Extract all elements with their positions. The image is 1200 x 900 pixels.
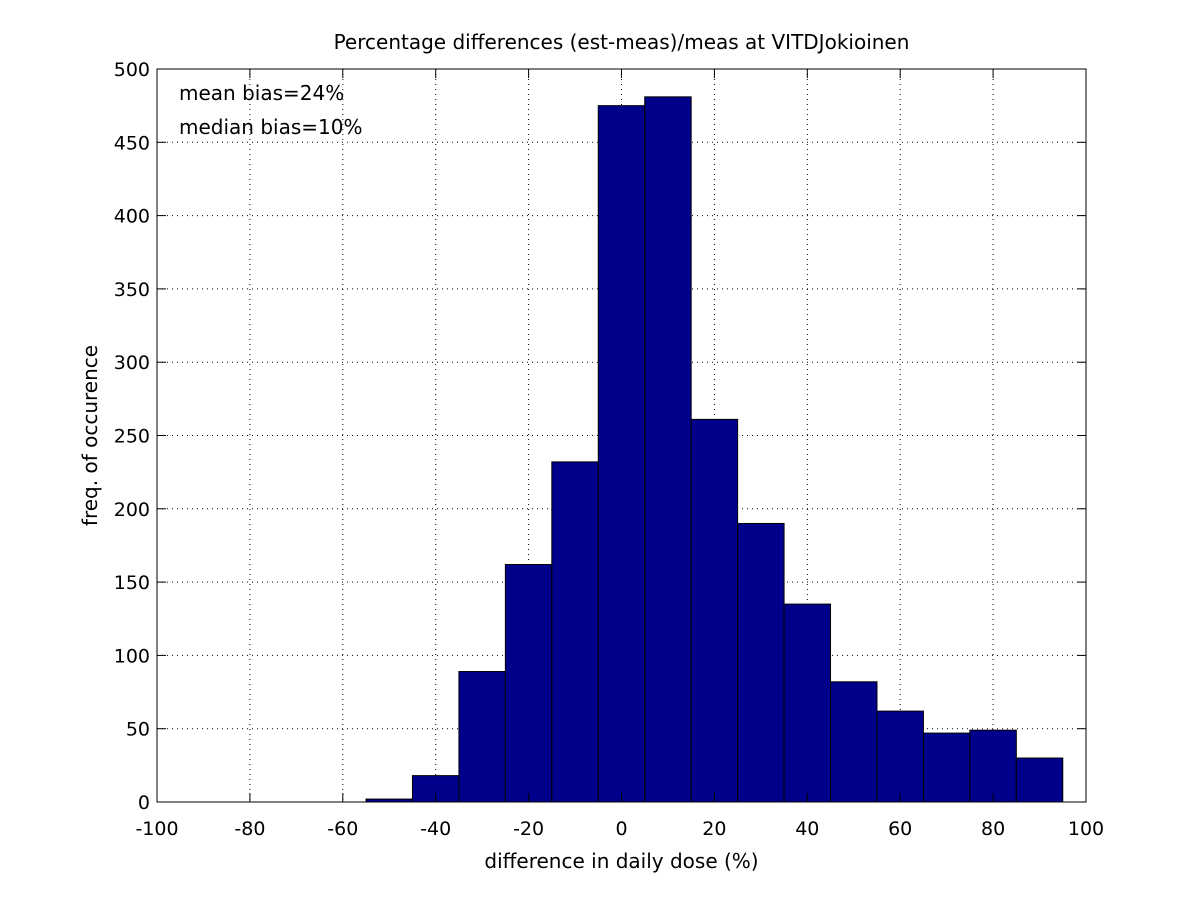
mean-bias-annotation: mean bias=24% <box>179 81 344 105</box>
bars <box>365 96 1064 803</box>
x-tick-label: 100 <box>1068 818 1104 840</box>
histogram-bar <box>922 732 971 803</box>
y-tick-label: 300 <box>114 352 150 374</box>
x-tick-label: 40 <box>795 818 819 840</box>
x-tick-label: -60 <box>327 818 358 840</box>
x-tick-label: 20 <box>702 818 726 840</box>
histogram-bar <box>969 729 1017 803</box>
x-tick-label: 0 <box>615 818 627 840</box>
x-tick-label: 60 <box>888 818 912 840</box>
y-tick-label: 450 <box>114 132 150 154</box>
y-tick-label: 200 <box>114 499 150 521</box>
histogram-bar <box>597 105 646 803</box>
y-tick-label: 250 <box>114 426 150 448</box>
axis-ticks: -100 -80 -60 -40 -20 0 20 40 60 80 100 0 50 100 150 200… <box>114 59 1104 840</box>
x-tick-label: -100 <box>135 818 178 840</box>
y-tick-label: 500 <box>114 59 150 81</box>
x-axis-label: difference in daily dose (%) <box>484 849 758 873</box>
y-tick-label: 100 <box>114 645 150 667</box>
histogram-bar <box>1015 757 1064 803</box>
histogram-bar <box>783 603 832 803</box>
histogram-bar <box>876 710 924 803</box>
y-tick-label: 400 <box>114 206 150 228</box>
x-tick-label: -80 <box>234 818 265 840</box>
y-axis-label: freq. of occurence <box>78 345 102 526</box>
histogram-bar <box>737 522 785 803</box>
x-tick-label: 80 <box>981 818 1005 840</box>
chart-title: Percentage differences (est-meas)/meas a… <box>334 30 910 54</box>
histogram-bar <box>551 461 599 803</box>
y-tick-label: 0 <box>138 792 150 814</box>
histogram-bar <box>830 681 878 803</box>
histogram-bar <box>458 671 506 803</box>
x-tick-label: -40 <box>420 818 451 840</box>
histogram-bar <box>690 418 739 803</box>
median-bias-annotation: median bias=10% <box>179 115 362 139</box>
y-tick-label: 350 <box>114 279 150 301</box>
histogram-bar <box>644 96 692 803</box>
x-tick-label: -20 <box>513 818 544 840</box>
histogram-bar <box>504 564 553 803</box>
y-tick-label: 50 <box>126 719 150 741</box>
y-tick-label: 150 <box>114 572 150 594</box>
